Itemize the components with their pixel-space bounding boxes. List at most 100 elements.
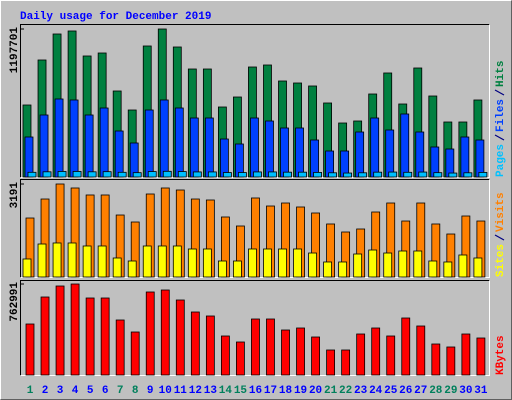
bar — [338, 261, 348, 278]
bar — [448, 172, 458, 178]
y-tick-label-group: 3191 — [9, 182, 21, 209]
y-tick-label: 1197701 — [9, 27, 21, 74]
bar — [25, 323, 35, 376]
bar — [37, 243, 47, 278]
x-tick-label: 26 — [399, 385, 412, 397]
bar — [192, 171, 202, 178]
bar — [84, 114, 94, 178]
bar — [145, 291, 155, 376]
x-tick-label: 17 — [264, 385, 277, 397]
legend-label: Files — [495, 99, 507, 132]
bar — [460, 136, 470, 178]
bar — [115, 319, 125, 376]
bar — [55, 285, 65, 376]
x-tick-label: 27 — [414, 385, 427, 397]
x-tick-label: 12 — [189, 385, 202, 397]
bar — [413, 250, 423, 278]
bar — [278, 248, 287, 278]
legend: KBytes — [495, 335, 507, 375]
legend: Pages Files Hits — [494, 61, 507, 177]
x-tick-label: 28 — [429, 385, 443, 397]
bar — [69, 99, 79, 178]
bar — [27, 171, 37, 178]
x-tick-label: 15 — [234, 385, 248, 397]
bar — [157, 245, 167, 278]
bar — [222, 172, 232, 178]
bar — [130, 331, 140, 376]
bar — [253, 171, 262, 178]
panel-bevel-dark — [20, 179, 490, 278]
bar — [386, 335, 396, 376]
legend-separator — [494, 134, 505, 141]
bar — [250, 117, 259, 178]
bar — [401, 317, 411, 376]
x-tick-label: 29 — [444, 385, 457, 397]
bar — [24, 136, 34, 178]
bar — [172, 245, 182, 278]
bar — [129, 142, 139, 178]
x-tick-label: 7 — [117, 385, 124, 397]
bar — [238, 172, 247, 178]
bar — [160, 289, 170, 376]
bar — [296, 327, 305, 376]
bar — [473, 257, 483, 278]
x-tick-label: 13 — [204, 385, 218, 397]
bar — [204, 117, 214, 178]
bar — [416, 325, 426, 376]
bar — [328, 172, 338, 178]
panel-bevel-dark — [20, 280, 490, 376]
panel-bevel-dark — [20, 24, 490, 178]
bar — [358, 172, 368, 178]
bar — [341, 349, 351, 376]
bar — [54, 98, 64, 178]
bar — [142, 245, 152, 278]
x-tick-label: 1 — [27, 385, 34, 397]
bar — [57, 171, 67, 178]
y-tick-label: 3191 — [9, 182, 21, 209]
bar — [383, 252, 393, 278]
bar — [117, 171, 127, 178]
bar — [353, 253, 363, 278]
y-tick-label-group: 762991 — [9, 282, 21, 322]
bar — [355, 131, 365, 178]
bar — [281, 329, 290, 376]
y-tick-label: 762991 — [9, 282, 21, 322]
x-tick-label: 22 — [339, 385, 352, 397]
bar — [293, 248, 302, 278]
bar — [189, 117, 199, 178]
bar — [162, 170, 172, 178]
y-tick-label-group: 1197701 — [9, 27, 21, 74]
bar — [233, 260, 242, 278]
bar — [219, 138, 229, 178]
bar — [323, 261, 333, 278]
legend: Sites Visits — [494, 192, 507, 277]
bar — [313, 172, 322, 178]
bar — [428, 260, 438, 278]
bar — [70, 283, 80, 376]
x-tick-label: 10 — [159, 385, 172, 397]
bar — [443, 261, 453, 278]
bar — [144, 109, 154, 178]
legend-separator — [494, 234, 505, 241]
x-tick-label: 4 — [72, 385, 79, 397]
bar — [236, 341, 245, 376]
bar — [190, 311, 200, 376]
bar — [235, 143, 244, 178]
bar — [356, 333, 366, 376]
bar — [100, 297, 110, 376]
x-tick-label: 20 — [309, 385, 322, 397]
bar — [97, 245, 107, 278]
x-tick-label: 14 — [219, 385, 233, 397]
bar — [311, 336, 320, 376]
panel-bevel-light — [20, 280, 490, 376]
x-tick-label: 9 — [147, 385, 154, 397]
x-tick-label: 2 — [42, 385, 49, 397]
x-tick-label: 31 — [474, 385, 488, 397]
bar — [385, 129, 395, 178]
bar — [308, 252, 317, 278]
bar — [217, 260, 227, 278]
legend-label: Visits — [495, 192, 507, 232]
bar — [478, 172, 488, 178]
bar — [40, 296, 50, 376]
